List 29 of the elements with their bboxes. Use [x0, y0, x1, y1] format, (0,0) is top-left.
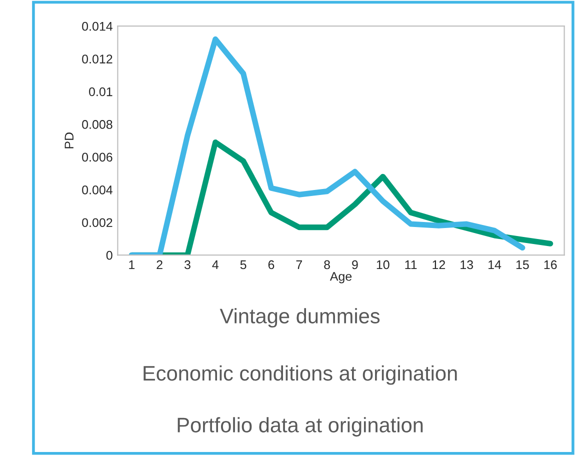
x-tick-label: 14: [488, 260, 502, 270]
x-tick-label: 15: [516, 260, 529, 270]
x-tick-label: 2: [156, 260, 162, 270]
x-axis-title: Age: [330, 272, 352, 284]
y-tick-label: 0.01: [89, 87, 112, 96]
x-tick-label: 4: [212, 260, 219, 270]
y-tick-label: 0: [106, 250, 112, 260]
x-tick-label: 9: [352, 260, 358, 270]
x-tick-label: 3: [184, 260, 190, 270]
x-tick-label: 1: [129, 260, 135, 270]
y-tick-label: 0.014: [82, 22, 112, 31]
text: Vintage dummies: [220, 308, 380, 328]
x-tick-label: 13: [460, 260, 474, 270]
x-tick-label: 16: [544, 260, 557, 270]
y-tick-label: 0.012: [82, 54, 112, 64]
x-tick-label: 11: [405, 260, 417, 270]
y-tick-label: 0.004: [82, 185, 112, 194]
x-tick-label: 12: [432, 260, 446, 270]
y-tick-label: 0.008: [82, 120, 112, 129]
x-tick-label: 8: [324, 260, 330, 270]
x-tick-label: 7: [296, 260, 302, 270]
x-tick-label: 5: [240, 260, 246, 270]
text: Portfolio data at origination: [178, 417, 423, 437]
y-tick-label: 0.002: [82, 218, 112, 228]
y-tick-label: 0.006: [82, 152, 112, 162]
x-tick-label: 10: [376, 260, 390, 270]
text: Economic conditions at origination: [144, 365, 457, 385]
y-axis-title: PD: [64, 132, 74, 148]
x-tick-label: 6: [268, 260, 274, 270]
